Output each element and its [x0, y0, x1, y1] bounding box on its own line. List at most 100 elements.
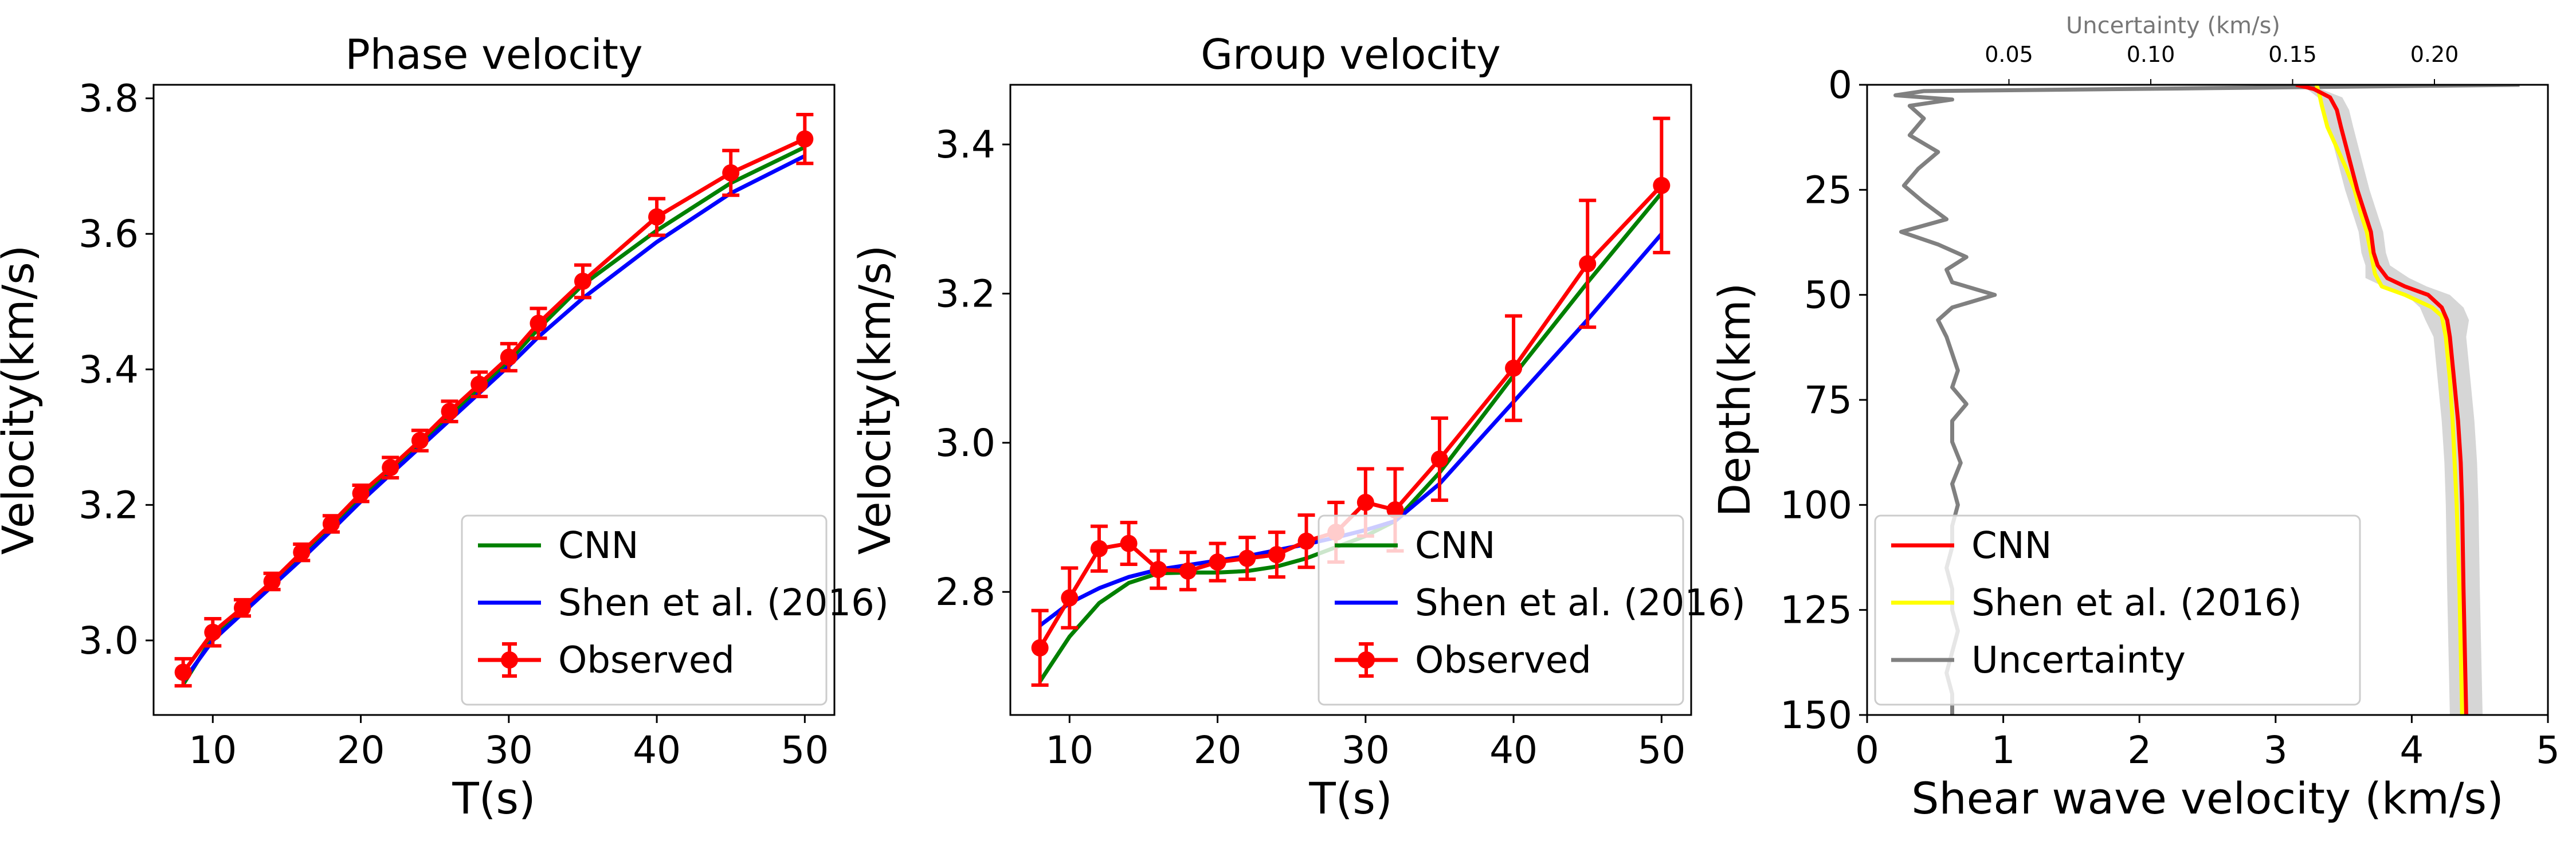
x-tick-label: 2: [2127, 728, 2151, 772]
data-point: [1653, 176, 1671, 194]
data-point: [1179, 562, 1197, 580]
y-tick-label: 3.0: [79, 619, 139, 663]
legend-entry-label: CNN: [1415, 525, 1495, 567]
data-point: [382, 459, 399, 477]
cnn-line: [2295, 85, 2468, 715]
x-tick-label: 30: [1342, 728, 1390, 772]
y-tick-label: 3.2: [79, 483, 139, 527]
data-point: [1297, 532, 1315, 550]
y-tick-label: 2.8: [935, 570, 995, 614]
data-point: [574, 273, 591, 290]
data-point: [352, 485, 370, 502]
data-point: [530, 315, 547, 332]
y-tick-label: 3.4: [79, 348, 139, 392]
data-point: [1505, 359, 1523, 377]
data-point: [1238, 549, 1256, 567]
data-point: [1579, 255, 1597, 273]
y-axis-label: Depth(km): [1709, 283, 1760, 517]
chart-title: Group velocity: [1201, 30, 1500, 78]
axes-frame: [1009, 84, 1692, 716]
data-point: [648, 208, 666, 226]
top-tick-label: 0.10: [2127, 42, 2175, 67]
legend-box: [1318, 514, 1684, 706]
y-tick-label: 25: [1804, 168, 1852, 212]
y-tick-label: 75: [1804, 378, 1852, 422]
chart-title: Phase velocity: [345, 30, 642, 78]
legend-entry-label: Shen et al. (2016): [1415, 582, 1746, 624]
top-tick-label: 0.15: [2268, 42, 2317, 67]
data-point: [1268, 546, 1285, 564]
legend-marker: [1358, 651, 1375, 669]
y-tick-label: 0: [1828, 63, 1852, 107]
x-tick-label: 50: [1637, 728, 1685, 772]
y-tick-label: 3.0: [935, 421, 995, 465]
legend-entry-label: CNN: [1971, 525, 2052, 567]
data-point: [441, 403, 458, 421]
x-tick-label: 20: [1194, 728, 1242, 772]
y-axis-label: Velocity(km/s): [849, 245, 900, 555]
data-point: [1090, 540, 1108, 557]
data-point: [174, 663, 192, 681]
data-point: [1120, 535, 1138, 552]
x-axis-label: Shear wave velocity (km/s): [1911, 773, 2504, 824]
data-point: [722, 164, 740, 182]
group-velocity-chart: 10 20 30 40 50 2.8 3.0 3.2 3.4 T(s) Velocity(km/s)…: [849, 30, 1746, 824]
y-tick-label: 150: [1780, 693, 1852, 737]
legend-marker: [501, 651, 518, 669]
data-point: [470, 375, 488, 393]
legend-entry-label: Observed: [1415, 639, 1591, 682]
legend-entry-label: CNN: [558, 525, 638, 567]
x-tick-label: 3: [2264, 728, 2288, 772]
top-tick-label: 0.20: [2410, 42, 2459, 67]
data-point: [322, 515, 340, 533]
legend-entry-label: Observed: [558, 639, 735, 682]
plot-area: [1031, 116, 1671, 687]
data-point: [411, 431, 429, 449]
x-tick-label: 50: [781, 728, 829, 772]
data-point: [796, 130, 814, 148]
x-tick-label: 5: [2536, 728, 2560, 772]
legend-entry-label: Uncertainty: [1971, 639, 2186, 682]
phase-velocity-chart: 10 20 30 40 50 3.0 3.2 3.4 3.6 3.8 T(s) Velocity(km…: [0, 30, 889, 824]
data-point: [293, 544, 311, 561]
x-tick-label: 40: [1489, 728, 1538, 772]
data-point: [1356, 493, 1374, 511]
data-point: [1430, 450, 1448, 468]
y-tick-label: 125: [1780, 588, 1852, 632]
y-axis-label: Velocity(km/s): [0, 245, 44, 555]
y-tick-label: 3.8: [79, 77, 139, 121]
data-point: [1061, 589, 1079, 607]
legend-entry-label: Shen et al. (2016): [1971, 582, 2302, 624]
legend-box: [1874, 514, 2361, 706]
y-tick-label: 3.2: [935, 272, 995, 316]
x-tick-label: 0: [1855, 728, 1879, 772]
data-point: [1031, 639, 1049, 657]
data-point: [1150, 561, 1167, 579]
axes-frame: [152, 84, 836, 716]
legend-box: [461, 514, 828, 706]
x-tick-label: 10: [1045, 728, 1093, 772]
data-point: [263, 572, 281, 590]
y-tick-label: 50: [1804, 273, 1852, 317]
x-tick-label: 10: [189, 728, 237, 772]
data-point: [204, 623, 222, 641]
y-tick-label: 100: [1780, 483, 1852, 527]
data-point: [1209, 553, 1226, 571]
legend-entry-label: Shen et al. (2016): [558, 582, 889, 624]
plot-area: [174, 113, 814, 688]
y-tick-label: 3.6: [79, 212, 139, 256]
top-tick-label: 0.05: [1985, 42, 2033, 67]
data-point: [1386, 501, 1404, 519]
shen-line: [2314, 85, 2464, 715]
x-tick-label: 1: [1991, 728, 2016, 772]
x-tick-label: 4: [2399, 728, 2424, 772]
data-point: [233, 599, 251, 617]
x-tick-label: 30: [485, 728, 533, 772]
x-axis-label: T(s): [1308, 773, 1392, 824]
y-tick-label: 3.4: [935, 123, 995, 167]
top-axis-label: Uncertainty (km/s): [2066, 13, 2280, 39]
x-tick-label: 40: [633, 728, 681, 772]
x-axis-label: T(s): [452, 773, 535, 824]
